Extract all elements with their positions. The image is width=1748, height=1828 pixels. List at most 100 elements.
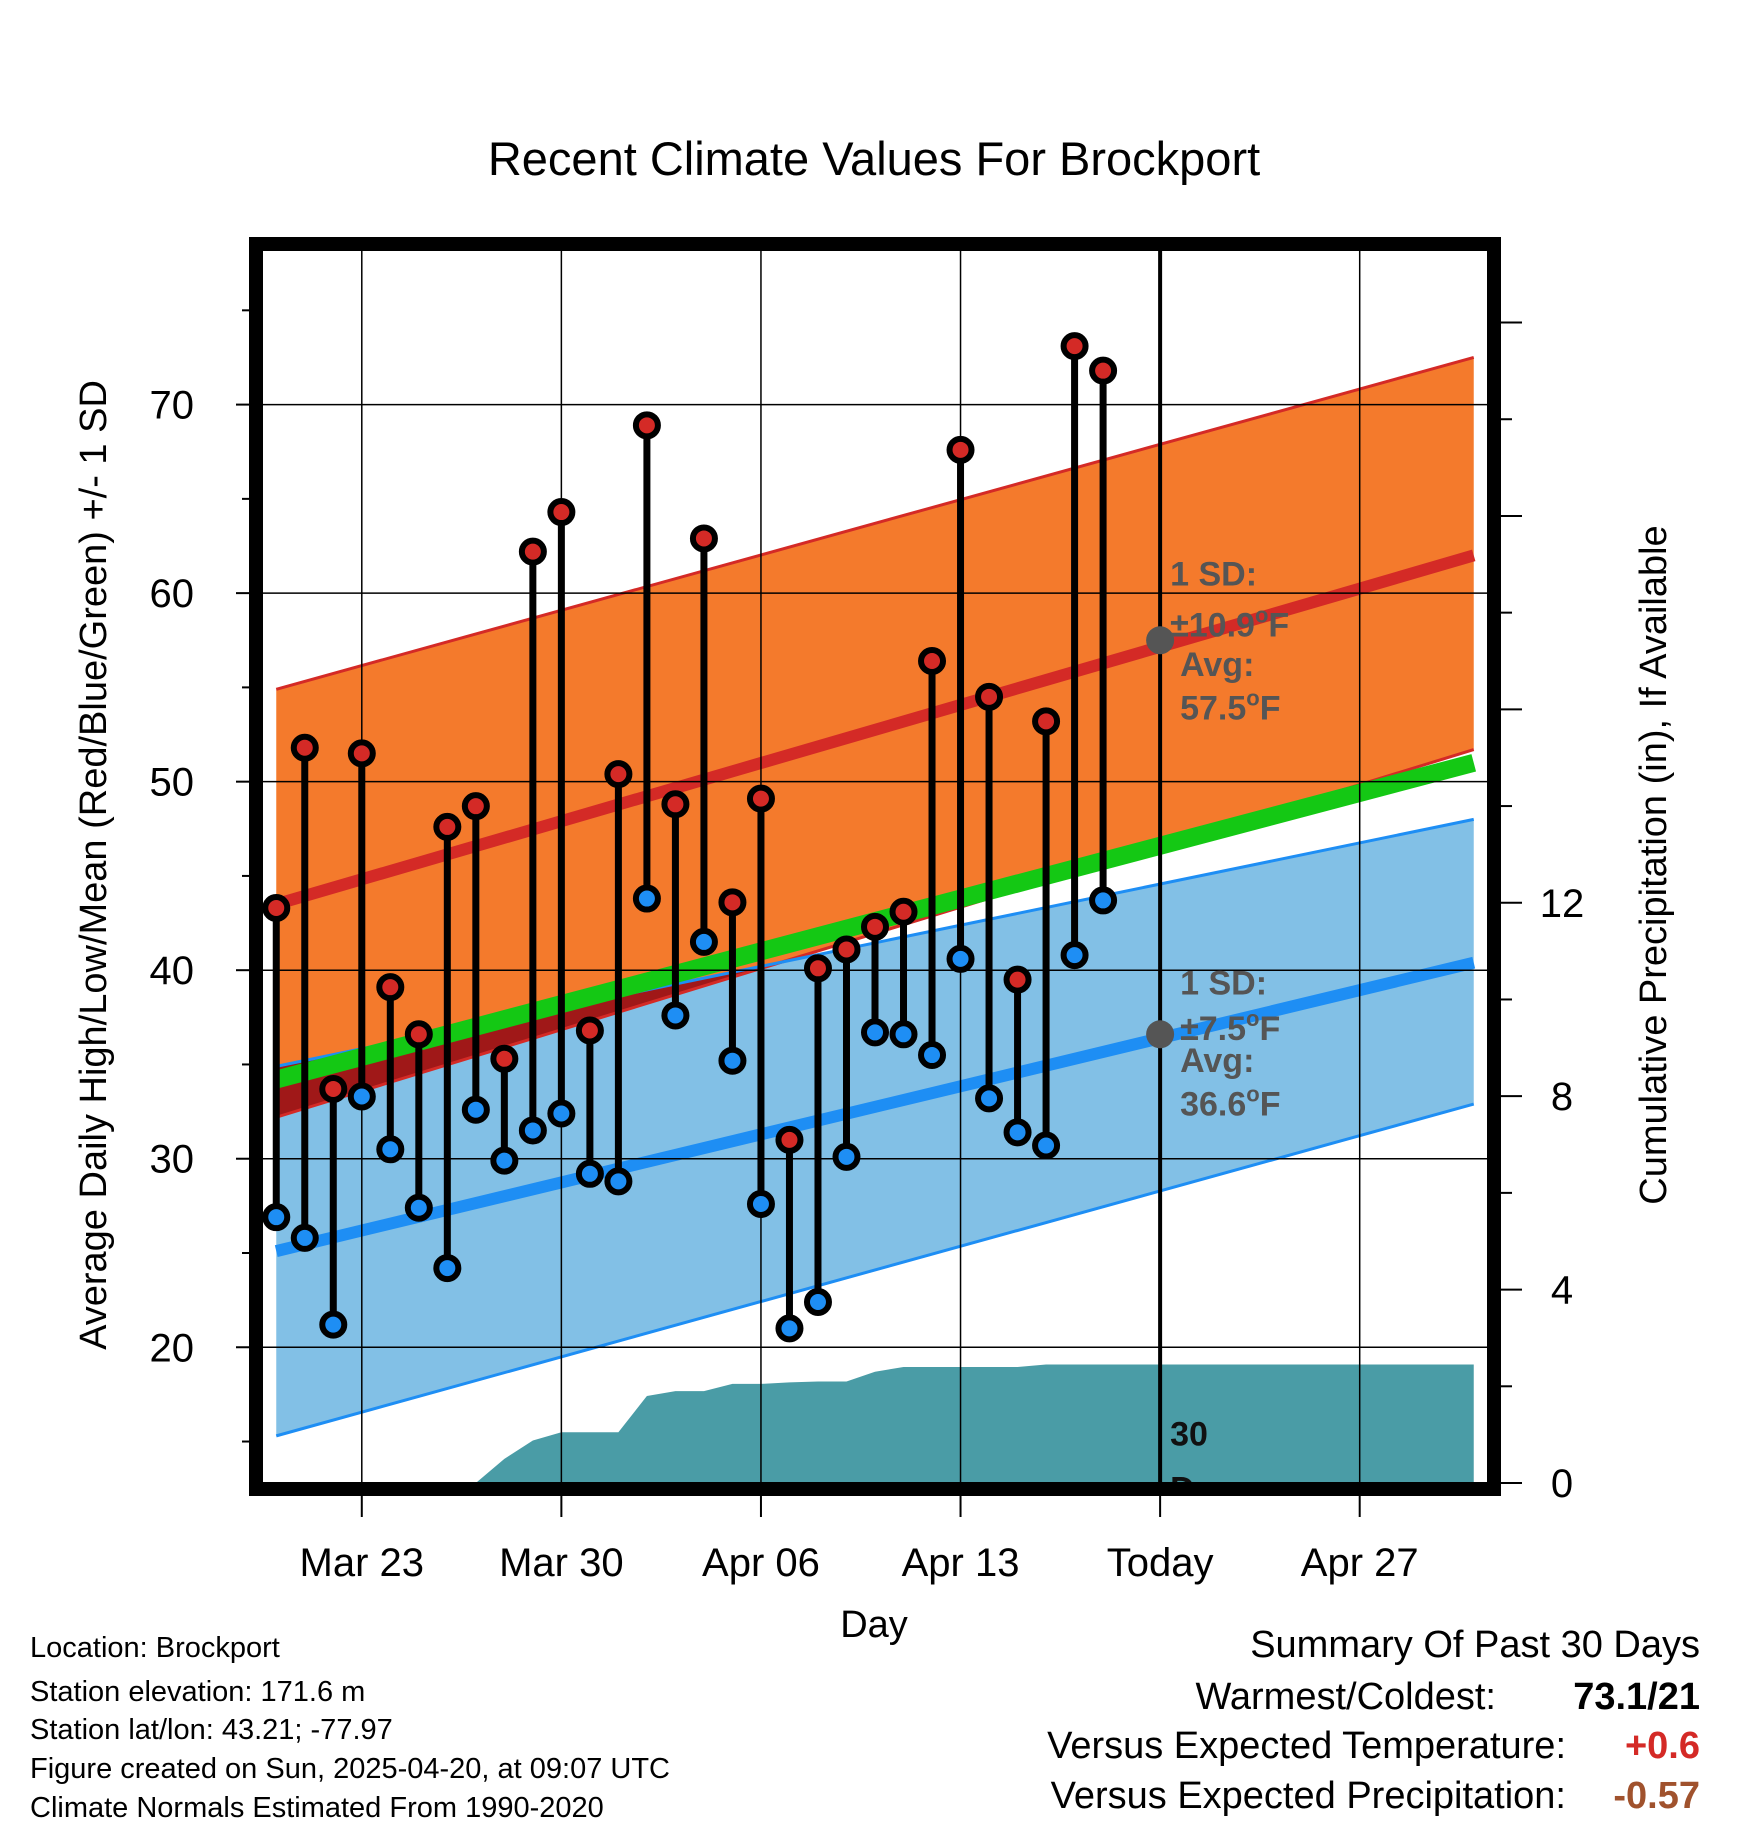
daily-low-marker <box>461 1095 490 1124</box>
daily-high-marker <box>861 912 889 941</box>
daily-low-marker <box>433 1254 462 1283</box>
chart-title: Recent Climate Values For Brockport <box>488 132 1260 185</box>
daily-high-marker <box>376 973 405 1002</box>
daily-high-marker <box>889 897 918 926</box>
summary-precip-label: Versus Expected Precipitation: <box>1050 1775 1566 1817</box>
summary-temp-label: Versus Expected Temperature: <box>1047 1725 1566 1767</box>
normal-high-band <box>276 357 1474 1118</box>
daily-low-marker <box>689 927 718 956</box>
daily-low-marker <box>632 884 661 913</box>
daily-high-marker <box>547 498 576 527</box>
daily-low-marker <box>604 1167 633 1196</box>
daily-high-marker <box>262 893 291 922</box>
daily-low-marker <box>347 1082 376 1111</box>
daily-low-marker <box>1089 886 1118 915</box>
y2-tick-label: 0 <box>1551 1462 1573 1506</box>
daily-low-marker <box>661 1001 690 1030</box>
y-tick-label: 20 <box>150 1326 195 1370</box>
low-avg-label: Avg: <box>1180 1042 1254 1080</box>
daily-high-marker <box>946 435 975 464</box>
x-tick-label: Apr 13 <box>902 1541 1020 1585</box>
high-sd-value: ±10.9oF <box>1170 603 1289 645</box>
today-avg-low-dot <box>1146 1020 1175 1049</box>
daily-low-marker <box>518 1116 547 1145</box>
daily-high-marker <box>290 733 319 762</box>
footer-normals: Climate Normals Estimated From 1990-2020 <box>30 1792 604 1824</box>
daily-low-marker <box>376 1135 405 1164</box>
daily-high-marker <box>319 1074 348 1103</box>
daily-low-marker <box>975 1084 1004 1113</box>
daily-low-marker <box>290 1223 319 1252</box>
daily-low-marker <box>803 1288 832 1317</box>
summary-warmest-value: 73.1/21 <box>1573 1676 1700 1718</box>
daily-high-marker <box>604 760 633 789</box>
daily-high-marker <box>689 524 718 553</box>
daily-low-marker <box>946 944 975 973</box>
daily-high-marker <box>632 411 661 440</box>
daily-low-marker <box>889 1020 918 1049</box>
daily-low-marker <box>746 1189 775 1218</box>
daily-low-marker <box>918 1041 947 1070</box>
low-sd-label: 1 SD: <box>1180 965 1267 1003</box>
high-avg-label: Avg: <box>1180 646 1254 684</box>
daily-high-marker <box>661 790 690 819</box>
y-axis-label: Average Daily High/Low/Mean (Red/Blue/Gr… <box>73 380 115 1350</box>
summary-warmest-label: Warmest/Coldest: <box>1195 1676 1496 1718</box>
y-tick-label: 60 <box>150 572 195 616</box>
daily-high-marker <box>718 888 747 917</box>
daily-low-marker <box>575 1159 604 1188</box>
daily-low-marker <box>832 1142 861 1171</box>
low-avg-value: 36.6oF <box>1180 1081 1280 1123</box>
daily-low-marker <box>1032 1131 1061 1160</box>
daily-high-marker <box>918 647 947 675</box>
daily-high-marker <box>575 1016 604 1045</box>
daily-low-marker <box>490 1146 519 1175</box>
y-tick-label: 40 <box>150 949 195 993</box>
y-tick-label: 70 <box>150 384 195 428</box>
daily-low-marker <box>262 1203 291 1232</box>
x-tick-label: Mar 23 <box>300 1541 425 1585</box>
daily-high-marker <box>1060 332 1089 361</box>
footer-location: Location: Brockport <box>30 1632 280 1664</box>
daily-high-marker <box>746 784 775 813</box>
daily-high-marker <box>775 1125 804 1154</box>
daily-low-marker <box>775 1314 804 1343</box>
y-tick-label: 30 <box>150 1138 195 1182</box>
daily-high-marker <box>975 682 1004 711</box>
footer-latlon: Station lat/lon: 43.21; -77.97 <box>30 1714 393 1746</box>
normal-high-plus-sd-line <box>275 356 1475 691</box>
cumulative-precip-area <box>276 1364 1474 1483</box>
daily-high-marker <box>518 537 547 566</box>
high-avg-value: 57.5oF <box>1180 685 1280 727</box>
summary-temp-value: +0.6 <box>1624 1725 1700 1767</box>
x-tick-label: Mar 30 <box>499 1541 624 1585</box>
high-sd-label: 1 SD: <box>1170 556 1257 594</box>
daily-low-marker <box>547 1099 576 1128</box>
plot-frame <box>249 237 1501 1496</box>
summary-heading: Summary Of Past 30 Days <box>1250 1624 1700 1666</box>
daily-low-marker <box>319 1310 348 1339</box>
normal-low-avg-line <box>274 956 1476 1257</box>
daily-low-marker <box>861 1018 889 1047</box>
daily-high-marker <box>803 954 832 983</box>
days-word-label: Days <box>1170 1470 1251 1508</box>
low-sd-value: ±7.5oF <box>1180 1006 1280 1048</box>
daily-low-marker <box>718 1046 747 1075</box>
daily-high-marker <box>490 1044 519 1073</box>
y2-tick-label: 12 <box>1540 882 1585 926</box>
days-count-label: 30 <box>1170 1415 1208 1453</box>
today-avg-high-dot <box>1146 626 1175 655</box>
daily-low-marker <box>1003 1118 1032 1147</box>
daily-high-marker <box>433 812 462 841</box>
footer-elevation: Station elevation: 171.6 m <box>30 1676 366 1708</box>
x-tick-label: Today <box>1107 1541 1214 1585</box>
daily-low-marker <box>404 1193 433 1222</box>
daily-high-marker <box>1003 965 1032 994</box>
x-tick-label: Apr 27 <box>1301 1541 1419 1585</box>
x-axis-label: Day <box>840 1604 908 1646</box>
daily-low-marker <box>1060 941 1089 970</box>
daily-high-marker <box>1032 707 1061 736</box>
